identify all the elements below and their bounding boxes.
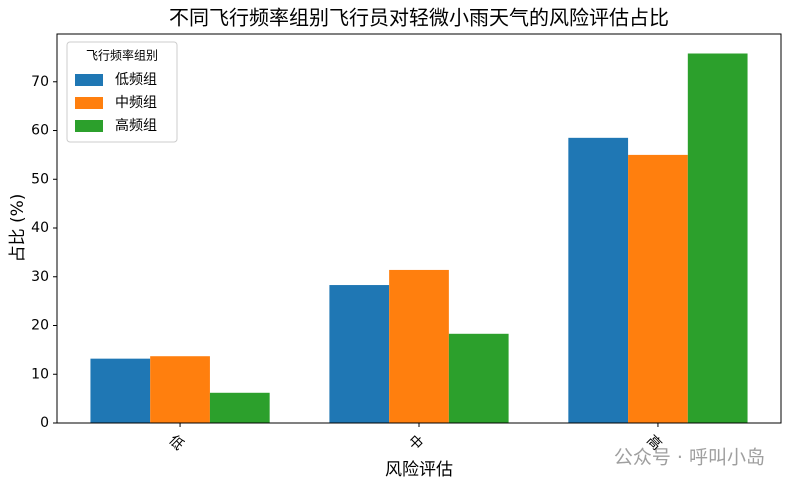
watermark: 公众号 · 呼叫小岛 <box>614 447 765 469</box>
legend-label: 中频组 <box>115 95 157 111</box>
legend-swatch <box>75 120 103 132</box>
legend-title: 飞行频率组别 <box>86 48 158 63</box>
y-tick-label: 40 <box>31 220 49 236</box>
y-tick-label: 0 <box>40 415 49 431</box>
y-tick-label: 70 <box>31 74 49 90</box>
x-tick-label: 中 <box>404 432 425 453</box>
y-tick-label: 10 <box>31 366 49 382</box>
bar <box>150 356 210 423</box>
x-tick-label: 低 <box>165 432 186 453</box>
y-tick-label: 50 <box>31 171 49 187</box>
bar <box>687 53 748 423</box>
plot-frame <box>56 33 782 424</box>
y-tick-label: 60 <box>31 123 49 139</box>
bar <box>568 137 629 424</box>
legend-label: 低频组 <box>115 72 157 88</box>
bar <box>209 392 270 423</box>
bar <box>90 358 151 423</box>
legend-swatch <box>75 97 103 109</box>
bar <box>448 333 509 423</box>
bar <box>628 154 688 424</box>
legend-box <box>66 41 178 143</box>
y-axis-label: 占比 (%) <box>8 194 28 263</box>
bar <box>389 269 449 423</box>
y-tick-label: 30 <box>31 269 49 285</box>
legend-label: 高频组 <box>115 117 157 134</box>
x-axis-label: 风险评估 <box>385 460 453 480</box>
bar <box>329 285 390 423</box>
legend-swatch <box>75 74 103 86</box>
chart-title: 不同飞行频率组别飞行员对轻微小雨天气的风险评估占比 <box>169 6 669 30</box>
y-tick-label: 20 <box>31 318 49 334</box>
